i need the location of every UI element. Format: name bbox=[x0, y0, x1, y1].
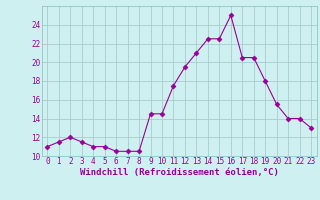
X-axis label: Windchill (Refroidissement éolien,°C): Windchill (Refroidissement éolien,°C) bbox=[80, 168, 279, 177]
